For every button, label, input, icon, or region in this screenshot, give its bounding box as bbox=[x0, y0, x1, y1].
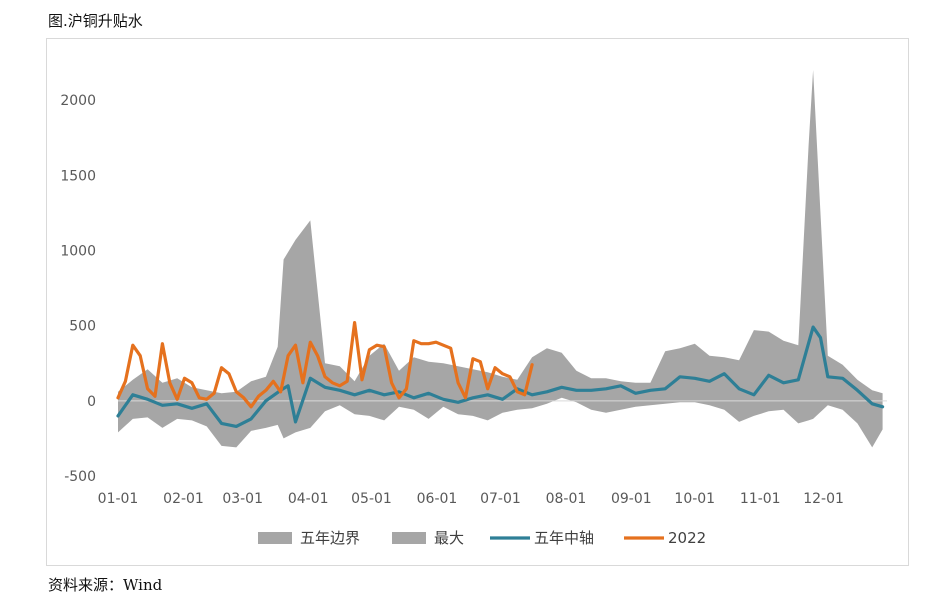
legend-item-max: 最大 bbox=[392, 529, 464, 547]
x-tick-label: 12-01 bbox=[803, 491, 844, 507]
legend-label: 五年边界 bbox=[300, 529, 360, 547]
y-axis-ticks: -500 0 500 1000 1500 2000 bbox=[60, 93, 96, 485]
legend-item-band: 五年边界 bbox=[258, 529, 360, 547]
figure-title: 图.沪铜升贴水 bbox=[48, 12, 143, 30]
legend-swatch bbox=[392, 532, 426, 544]
plot-area bbox=[116, 70, 887, 448]
x-tick-label: 04-01 bbox=[288, 491, 329, 507]
x-tick-label: 06-01 bbox=[417, 491, 458, 507]
x-tick-label: 03-01 bbox=[222, 491, 263, 507]
x-tick-label: 05-01 bbox=[351, 491, 392, 507]
band-area bbox=[118, 70, 883, 448]
y-tick-label: 500 bbox=[69, 319, 96, 335]
x-axis-ticks: 01-01 02-01 03-01 04-01 05-01 06-01 07-01 08-01… bbox=[98, 491, 844, 507]
legend-item-2022: 2022 bbox=[624, 529, 706, 547]
chart-frame bbox=[46, 38, 909, 566]
series-line-2022 bbox=[116, 321, 534, 409]
legend-swatch bbox=[258, 532, 292, 544]
y-tick-label: -500 bbox=[64, 469, 96, 485]
x-tick-label: 08-01 bbox=[546, 491, 587, 507]
x-tick-label: 11-01 bbox=[740, 491, 781, 507]
legend-label: 最大 bbox=[434, 529, 464, 547]
legend: 五年边界 最大 五年中轴 2022 bbox=[258, 529, 706, 547]
x-tick-label: 07-01 bbox=[480, 491, 521, 507]
legend-label: 2022 bbox=[668, 529, 706, 547]
source-note: 资料来源：Wind bbox=[48, 576, 163, 594]
legend-item-mid: 五年中轴 bbox=[490, 529, 594, 547]
x-tick-label: 01-01 bbox=[98, 491, 139, 507]
y-tick-label: 1000 bbox=[60, 243, 96, 259]
x-tick-label: 09-01 bbox=[611, 491, 652, 507]
y-tick-label: 0 bbox=[87, 394, 96, 410]
series-line-five-year-mid bbox=[116, 325, 885, 428]
y-tick-label: 2000 bbox=[60, 93, 96, 109]
x-tick-label: 10-01 bbox=[674, 491, 715, 507]
legend-label: 五年中轴 bbox=[534, 529, 594, 547]
y-tick-label: 1500 bbox=[60, 168, 96, 184]
x-tick-label: 02-01 bbox=[163, 491, 204, 507]
